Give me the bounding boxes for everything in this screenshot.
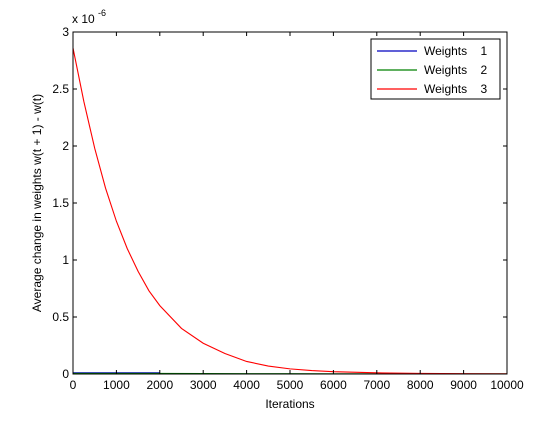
x-axis-label: Iterations — [265, 397, 314, 411]
y-multiplier-base: x 10 — [72, 12, 95, 26]
legend: Weights 1 Weights 2 Weights 3 — [371, 39, 500, 99]
y-tick-label: 2.5 — [52, 82, 69, 96]
x-tick-label: 9000 — [450, 378, 477, 392]
y-axis-label: Average change in weights w(t + 1) - w(t… — [30, 94, 44, 312]
x-tick-label: 1000 — [103, 378, 130, 392]
x-tick-label: 3000 — [190, 378, 217, 392]
x-tick-label: 5000 — [277, 378, 304, 392]
legend-label-2: Weights 2 — [424, 63, 487, 77]
y-tick-label: 1 — [62, 253, 69, 267]
y-tick-label: 0.5 — [52, 310, 69, 324]
x-tick-label: 0 — [70, 378, 77, 392]
x-tick-label: 7000 — [363, 378, 390, 392]
y-multiplier-exponent: -6 — [98, 8, 106, 18]
y-tick-label: 1.5 — [52, 196, 69, 210]
legend-label-3: Weights 3 — [424, 82, 487, 96]
x-tick-label: 6000 — [320, 378, 347, 392]
legend-label-1: Weights 1 — [424, 44, 487, 58]
x-tick-label: 2000 — [146, 378, 173, 392]
x-tick-label: 4000 — [233, 378, 260, 392]
x-tick-label: 8000 — [407, 378, 434, 392]
y-tick-label: 2 — [62, 139, 69, 153]
y-tick-label: 0 — [62, 367, 69, 381]
x-tick-label: 10000 — [490, 378, 524, 392]
y-tick-label: 3 — [62, 25, 69, 39]
